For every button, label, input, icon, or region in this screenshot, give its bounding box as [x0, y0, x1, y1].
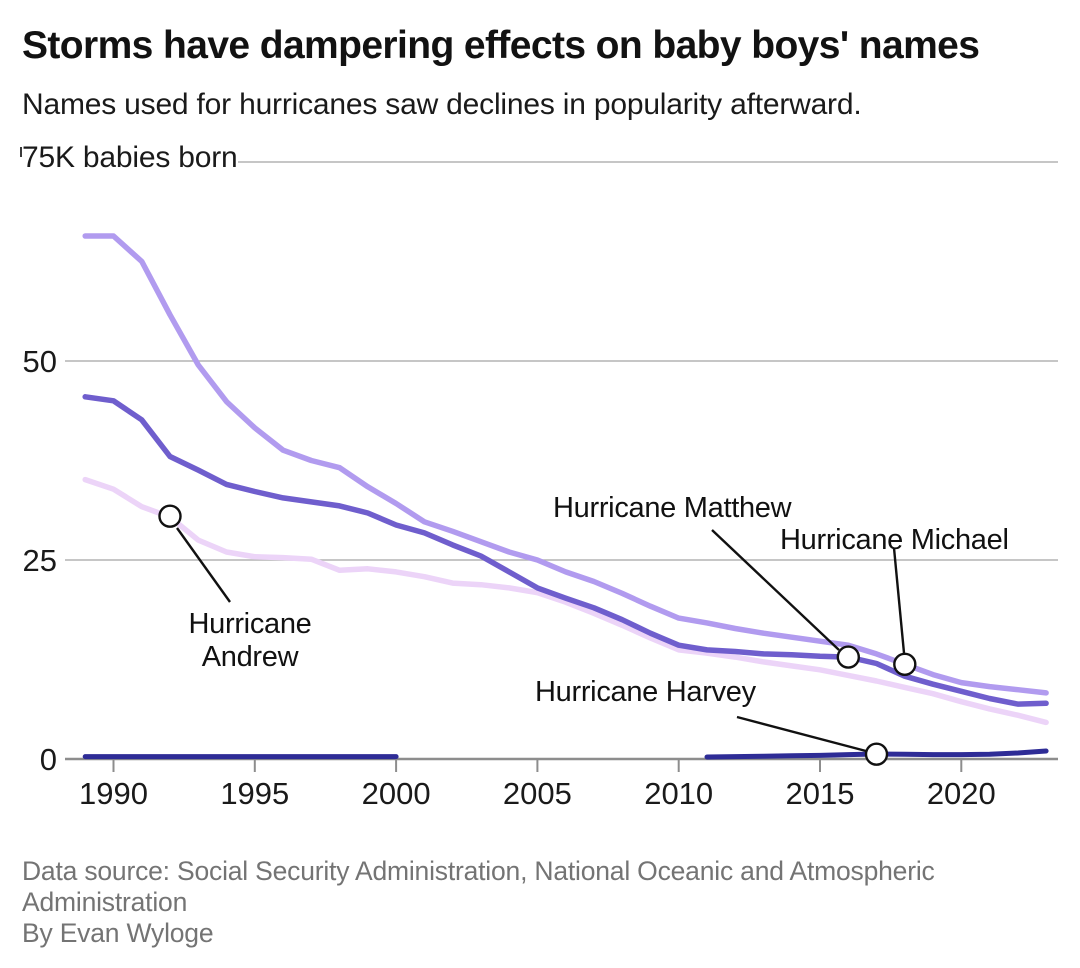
x-tick-label: 1995 [220, 776, 290, 811]
leader-andrew [176, 527, 231, 603]
annotation-label-harvey: Hurricane Harvey [535, 676, 756, 708]
annotation-label-andrew: Hurricane Andrew [188, 608, 312, 673]
chart-subtitle: Names used for hurricanes saw declines i… [22, 88, 862, 121]
annotation-circle-matthew [836, 645, 860, 669]
leader-matthew [711, 529, 840, 651]
y-tick-label-50: 50 [22, 344, 57, 379]
line-andrew [82, 476, 1049, 726]
x-tick-label: 2010 [644, 776, 714, 811]
annotation-circle-michael [893, 652, 917, 676]
x-tick-label: 2015 [785, 776, 855, 811]
chart-footer: Data source: Social Security Administrat… [22, 856, 987, 949]
x-tick-label: 2000 [361, 776, 431, 811]
line-matthew [82, 394, 1049, 707]
annotation-markers [158, 504, 917, 766]
chart-title: Storms have dampering effects on baby bo… [22, 24, 980, 67]
data-source-text: Data source: Social Security Administrat… [22, 856, 935, 917]
annotation-leaders [176, 527, 906, 753]
annotation-label-matthew: Hurricane Matthew [553, 492, 792, 524]
byline-text: By Evan Wyloge [22, 918, 214, 948]
line-harvey [82, 748, 1049, 760]
leader-harvey [736, 715, 867, 753]
x-tick-label: 2020 [926, 776, 996, 811]
x-tick-label: 1990 [79, 776, 148, 811]
x-ticks [112, 760, 963, 772]
y-axis-top-label: 75K babies born [22, 141, 238, 174]
y-tick-label-25: 25 [22, 543, 57, 578]
annotation-circle-andrew [158, 504, 182, 528]
y-axis-top-tick [20, 147, 22, 157]
y-tick-label-0: 0 [39, 742, 57, 777]
x-tick-label: 2005 [502, 776, 572, 811]
annotation-label-michael: Hurricane Michael [780, 524, 1009, 556]
line-michael [82, 233, 1049, 696]
leader-michael [892, 547, 906, 654]
annotation-circle-harvey [864, 742, 889, 766]
